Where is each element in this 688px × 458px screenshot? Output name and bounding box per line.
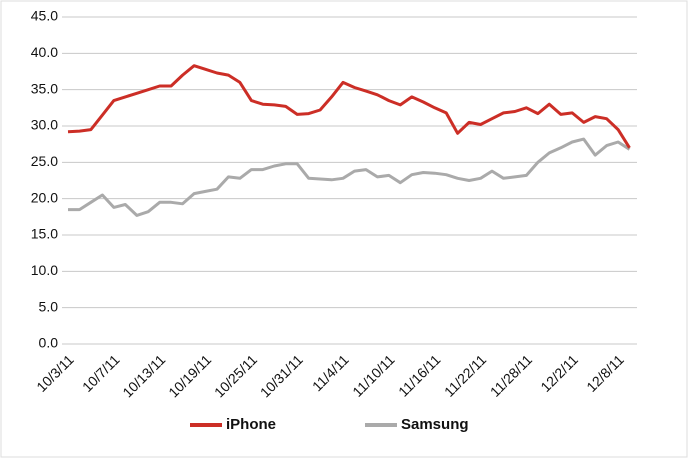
y-tick-label: 40.0: [31, 44, 58, 60]
y-tick-label: 0.0: [39, 335, 59, 351]
y-tick-label: 20.0: [31, 189, 58, 205]
y-tick-label: 10.0: [31, 262, 58, 278]
y-tick-label: 30.0: [31, 117, 58, 133]
series-line: [67, 64, 631, 149]
y-tick-label: 35.0: [31, 80, 58, 96]
y-tick-label: 45.0: [31, 8, 58, 24]
legend-label: iPhone: [226, 416, 276, 433]
y-tick-label: 25.0: [31, 153, 58, 169]
y-tick-label: 15.0: [31, 226, 58, 242]
y-tick-label: 5.0: [39, 298, 59, 314]
series-line: [68, 137, 631, 217]
legend-label: Samsung: [401, 416, 469, 433]
